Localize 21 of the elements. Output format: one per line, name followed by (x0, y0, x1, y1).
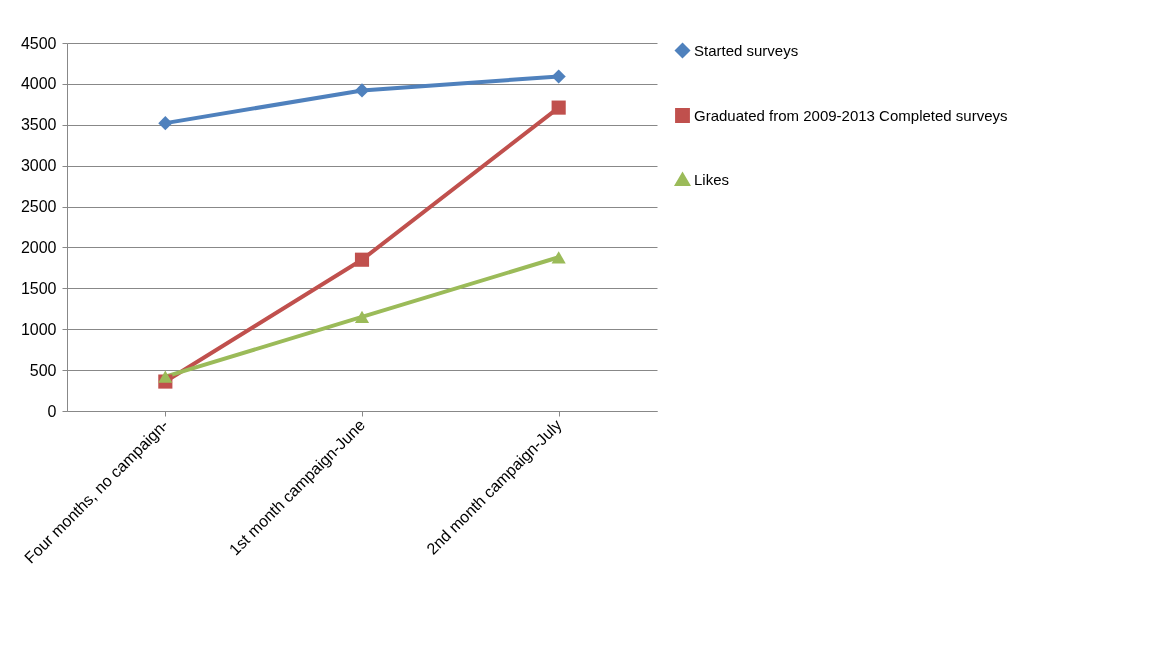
point (354, 252, 370, 267)
y-tick-label: 3500 (20, 116, 57, 134)
point (551, 69, 566, 84)
y-tick-label: 4000 (20, 75, 57, 93)
y-tick-label: 500 (29, 361, 57, 379)
y-tick-label: 0 (47, 402, 57, 420)
legend-label: Likes (694, 170, 730, 188)
y-tick-label: 2500 (20, 198, 57, 216)
point (158, 116, 173, 131)
legend-label: Graduated from 2009-2013 Completed surveys (694, 106, 1008, 124)
point (158, 370, 173, 383)
y-tick-label: 1000 (20, 320, 57, 338)
y-tick-label: 1500 (20, 279, 57, 297)
legend-label: Started surveys (694, 41, 799, 59)
point (551, 251, 566, 264)
point (551, 100, 566, 115)
y-tick-label: 2000 (20, 238, 57, 256)
y-tick-label: 4500 (20, 34, 57, 52)
point (354, 310, 370, 324)
point (354, 83, 370, 98)
y-tick-label: 3000 (20, 157, 57, 175)
